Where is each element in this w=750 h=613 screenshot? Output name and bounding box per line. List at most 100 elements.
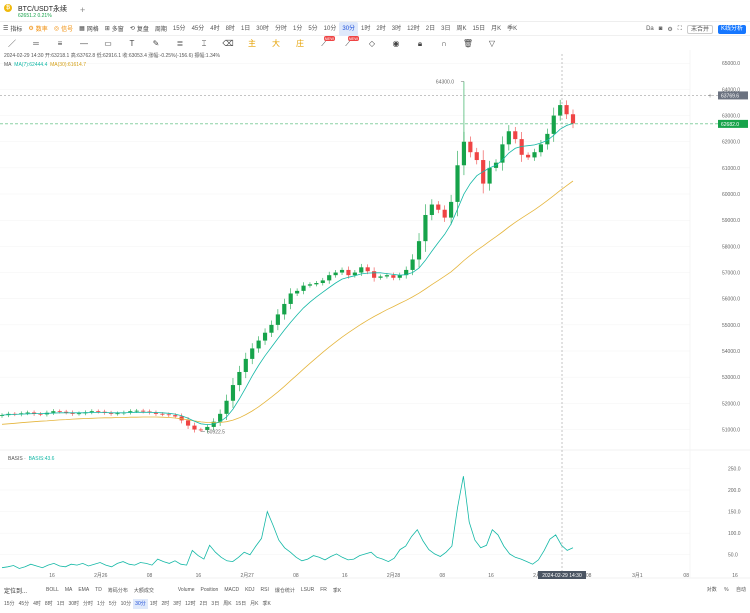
measure-tool-icon[interactable]: ⌶ — [201, 38, 207, 48]
interval-17[interactable]: 周K — [456, 25, 467, 32]
settings-icon[interactable]: ⚙ — [667, 26, 673, 33]
eraser-tool-icon[interactable]: ⌫ — [222, 39, 234, 48]
indicator-volume-6[interactable]: Volume — [177, 586, 195, 593]
rate-button[interactable]: ⚙ 数率 — [28, 26, 48, 33]
interval-6[interactable]: 分时 — [274, 25, 287, 32]
interval-12[interactable]: 2时 — [161, 601, 170, 607]
channel-tool-icon[interactable]: ≡ — [57, 39, 63, 48]
eye-tool-icon[interactable]: ◉ — [392, 39, 400, 48]
interval-0[interactable]: 15分 — [172, 25, 186, 32]
lock-tool-icon[interactable]: 🔒︎ — [417, 38, 423, 48]
brush-tool-icon[interactable]: ⟋ NEW — [321, 36, 335, 48]
grid-button[interactable]: ▦ 网格 — [79, 26, 99, 33]
interval-3[interactable]: 8时 — [225, 25, 235, 32]
interval-11[interactable]: 1时 — [361, 25, 371, 32]
interval-2[interactable]: 4时 — [210, 25, 220, 32]
interval-17[interactable]: 周K — [223, 601, 232, 607]
log-scale-toggle[interactable]: 对数 — [706, 587, 717, 593]
multi-window-button[interactable]: ⊞ 多窗 — [104, 26, 124, 33]
filter-tool-icon[interactable]: ▽ — [488, 39, 496, 48]
interval-5[interactable]: 30时 — [68, 601, 80, 607]
indicator-position-7[interactable]: Position — [200, 586, 219, 593]
indicator-kdj-9[interactable]: KDJ — [245, 586, 255, 593]
indicator-ma-1[interactable]: MA — [64, 586, 73, 593]
interval-9[interactable]: 10分 — [120, 601, 132, 607]
indicator-boll-0[interactable]: BOLL — [46, 586, 59, 593]
interval-7[interactable]: 1分 — [292, 25, 303, 32]
rectangle-tool-icon[interactable]: ▭ — [104, 39, 112, 48]
interval-19[interactable]: 月K — [491, 25, 502, 32]
magnet-tool-icon[interactable]: ∩ — [441, 39, 447, 48]
interval-10[interactable]: 30分 — [339, 21, 359, 36]
interval-1[interactable]: 45分 — [18, 601, 30, 607]
line-tool-icon[interactable]: ／ — [8, 39, 16, 48]
interval-9[interactable]: 10分 — [323, 25, 337, 32]
interval-13[interactable]: 3时 — [391, 25, 402, 32]
auto-scale-toggle[interactable]: 自动 — [735, 587, 746, 593]
interval-18[interactable]: 15日 — [472, 25, 486, 32]
interval-5[interactable]: 30时 — [256, 25, 269, 32]
interval-18[interactable]: 15日 — [235, 601, 247, 607]
interval-13[interactable]: 3时 — [173, 601, 182, 607]
interval-11[interactable]: 1时 — [149, 601, 158, 607]
indicator--4[interactable]: 筹码分布 — [107, 587, 128, 594]
percent-scale-toggle[interactable]: % — [724, 587, 729, 593]
locate-button[interactable]: 定位到... — [4, 588, 28, 595]
interval-14[interactable]: 12时 — [407, 25, 420, 32]
interval-1[interactable]: 45分 — [191, 25, 205, 32]
indicators-button[interactable]: ☰ 指标 — [3, 26, 23, 33]
indicator-fr-13[interactable]: FR — [320, 586, 327, 593]
kline-analysis-button[interactable]: K线分析 — [717, 24, 746, 34]
interval-20[interactable]: 季K — [507, 25, 518, 32]
interval-19[interactable]: 月K — [250, 601, 259, 607]
interval-3[interactable]: 8时 — [44, 601, 53, 607]
da-button[interactable]: Da — [646, 26, 654, 32]
indicator--5[interactable]: 大额成交 — [133, 587, 154, 594]
interval-15[interactable]: 2日 — [425, 25, 436, 32]
price-chart[interactable]: 65000.0 64000.0 63000.0 62000.0 61000.0 60000… — [0, 50, 750, 584]
interval-4[interactable]: 1日 — [240, 25, 251, 32]
ma-label[interactable]: MA — [4, 62, 12, 68]
main-big-tool-icon[interactable]: 主 — [248, 39, 256, 48]
pen-tool-icon[interactable]: ✎ — [152, 39, 160, 48]
interval-0[interactable]: 15分 — [4, 601, 15, 607]
replay-button[interactable]: ⟲ 复盘 — [129, 26, 149, 33]
merge-select[interactable]: 未合并 — [686, 24, 713, 34]
fullscreen-icon[interactable]: ⛶ — [677, 25, 682, 32]
interval-6[interactable]: 分时 — [83, 601, 94, 607]
interval-14[interactable]: 12时 — [185, 601, 196, 607]
indicator-k-14[interactable]: 季K — [332, 587, 342, 594]
cycle-button[interactable]: 周期 — [154, 27, 167, 33]
indicator-ema-2[interactable]: EMA — [78, 586, 90, 593]
interval-16[interactable]: 3日 — [441, 25, 451, 32]
indicator-td-3[interactable]: TD — [95, 586, 102, 593]
text-tool-icon[interactable]: T — [129, 39, 135, 48]
interval-12[interactable]: 2时 — [376, 25, 386, 32]
interval-8[interactable]: 5分 — [108, 601, 117, 607]
basis-label[interactable]: BASIS — [8, 456, 23, 462]
indicator--11[interactable]: 爆仓统计 — [274, 587, 295, 594]
gann-tool-icon[interactable]: 庄 — [296, 39, 304, 48]
interval-8[interactable]: 5分 — [308, 25, 318, 32]
fib-tool-icon[interactable]: ≣ — [176, 39, 184, 48]
pencil-tool-icon[interactable]: ⟋ NEW — [345, 36, 359, 48]
interval-2[interactable]: 4时 — [33, 601, 41, 607]
signal-button[interactable]: ◎ 信号 — [53, 26, 74, 33]
pair-name[interactable]: BTC/USDT永续 — [18, 6, 67, 13]
shape-tool-icon[interactable]: ◇ — [368, 39, 376, 48]
indicator-rsi-10[interactable]: RSI — [260, 586, 269, 593]
interval-7[interactable]: 1分 — [97, 601, 105, 607]
interval-4[interactable]: 1日 — [56, 601, 65, 607]
interval-10[interactable]: 30分 — [133, 599, 148, 609]
interval-16[interactable]: 3日 — [211, 601, 220, 607]
indicator-macd-8[interactable]: MACD — [224, 586, 240, 593]
interval-20[interactable]: 季K — [262, 601, 271, 607]
horizontal-tool-icon[interactable]: — — [80, 39, 88, 48]
interval-15[interactable]: 2日 — [199, 601, 208, 607]
big-tool-icon[interactable]: 大 — [272, 39, 280, 48]
ray-tool-icon[interactable]: ═ — [33, 39, 39, 48]
trash-tool-icon[interactable]: 🗑︎ — [462, 39, 474, 48]
add-tab-button[interactable]: + — [80, 5, 86, 15]
indicator-lsur-12[interactable]: LSUR — [300, 586, 315, 593]
camera-icon[interactable]: ◙ — [658, 26, 663, 32]
